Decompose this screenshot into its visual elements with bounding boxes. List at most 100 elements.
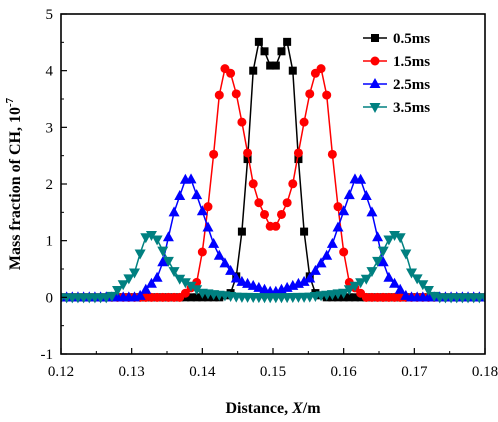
data-point — [350, 293, 359, 302]
data-point — [479, 293, 485, 304]
x-tick-label: 0.16 — [331, 364, 358, 380]
data-point — [203, 202, 213, 212]
data-point — [260, 209, 270, 219]
data-point — [377, 256, 389, 267]
data-point — [192, 293, 201, 302]
data-point — [355, 173, 367, 184]
data-point — [338, 205, 350, 216]
x-tick-label: 0.14 — [189, 364, 216, 380]
data-point — [151, 235, 163, 246]
data-point — [134, 289, 146, 300]
x-tick-label: 0.18 — [472, 364, 498, 380]
data-point — [372, 256, 384, 267]
data-point — [305, 89, 315, 99]
data-point — [322, 90, 332, 100]
data-point — [174, 190, 186, 201]
y-tick-label: 1 — [46, 234, 54, 250]
data-point — [226, 68, 236, 78]
legend-label: 0.5ms — [393, 31, 430, 47]
x-tick-label: 0.13 — [119, 364, 145, 380]
y-axis-title-exp: -7 — [4, 97, 16, 107]
data-point — [411, 274, 423, 285]
data-point — [333, 202, 343, 212]
data-point — [243, 148, 253, 158]
x-axis-title-prefix: Distance, — [225, 400, 292, 417]
data-point — [151, 271, 163, 282]
data-point — [168, 267, 180, 278]
data-point — [400, 249, 412, 260]
data-point — [406, 268, 418, 279]
data-point — [383, 271, 395, 282]
series-line — [61, 178, 485, 299]
series-3.5ms — [61, 231, 485, 304]
data-point — [209, 149, 219, 159]
data-point — [214, 90, 224, 100]
y-tick-label: 4 — [46, 64, 54, 80]
ticks-layer: 0.12 0.13 0.14 0.15 0.16 0.17 0.18 -1 0 1 2 3 4 5 — [41, 7, 498, 380]
data-point — [123, 274, 135, 285]
data-point — [298, 275, 310, 286]
x-tick-label: 0.15 — [260, 364, 286, 380]
y-tick-label: 3 — [46, 120, 54, 136]
data-point — [237, 227, 246, 236]
x-axis-title-var: X — [291, 400, 303, 417]
data-point — [345, 293, 354, 302]
data-point — [260, 47, 269, 56]
data-point — [237, 117, 247, 127]
data-point — [360, 190, 372, 201]
data-point — [254, 37, 263, 46]
data-point — [117, 280, 129, 291]
data-point — [332, 221, 344, 232]
data-point — [249, 66, 258, 75]
y-axis-title: Mass fraction of CH, 10-7 — [4, 97, 24, 270]
data-point — [276, 209, 286, 219]
data-point — [349, 281, 361, 292]
data-point — [377, 246, 389, 257]
data-point — [321, 249, 333, 260]
data-point — [179, 278, 191, 289]
data-point — [316, 64, 326, 74]
data-point — [248, 179, 258, 189]
data-point — [128, 268, 140, 279]
data-point — [394, 283, 406, 294]
data-point — [225, 264, 237, 275]
legend-marker — [370, 56, 380, 66]
data-point — [254, 198, 264, 208]
data-point — [185, 281, 197, 292]
data-point — [372, 231, 384, 242]
legend: 0.5ms 1.5ms 2.5ms 3.5ms — [363, 31, 430, 116]
data-point — [187, 293, 196, 302]
data-point — [185, 173, 197, 184]
data-point — [243, 155, 252, 164]
data-point — [300, 227, 309, 236]
data-point — [266, 61, 275, 70]
data-point — [213, 249, 225, 260]
x-tick-label: 0.12 — [48, 364, 74, 380]
legend-label: 1.5ms — [393, 54, 430, 70]
data-point — [343, 285, 355, 296]
data-point — [360, 274, 372, 285]
data-point — [174, 274, 186, 285]
data-point — [304, 272, 316, 283]
data-point — [140, 233, 152, 244]
data-point — [145, 231, 157, 241]
data-point — [339, 247, 349, 257]
data-point — [389, 277, 401, 288]
data-point — [112, 286, 124, 297]
y-tick-label: -1 — [41, 347, 54, 363]
data-point — [162, 256, 174, 267]
data-point — [288, 179, 298, 189]
data-point — [277, 47, 286, 56]
data-point — [383, 235, 395, 246]
data-point — [355, 278, 367, 289]
x-axis-title: Distance, X/m — [225, 400, 321, 417]
data-point — [202, 221, 214, 232]
x-axis-title-suffix: /m — [302, 400, 321, 417]
data-point — [191, 285, 203, 296]
data-point — [327, 149, 337, 159]
x-tick-label: 0.17 — [401, 364, 428, 380]
data-point — [145, 277, 157, 288]
data-point — [309, 264, 321, 275]
y-tick-label: 2 — [46, 177, 54, 193]
legend-marker — [369, 78, 381, 88]
